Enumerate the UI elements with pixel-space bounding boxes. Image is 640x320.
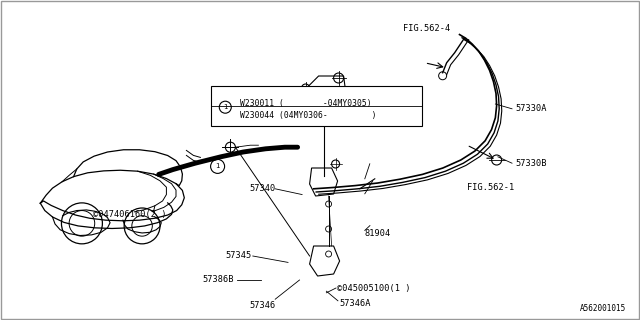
- Text: ©047406160(2 ): ©047406160(2 ): [93, 210, 166, 219]
- Text: W230011 (        -04MY0305): W230011 ( -04MY0305): [240, 99, 372, 108]
- Text: 81904: 81904: [365, 229, 391, 238]
- Text: 57330A: 57330A: [515, 104, 547, 113]
- Text: 57340: 57340: [250, 184, 276, 193]
- Text: 57346: 57346: [250, 301, 276, 310]
- Text: 1: 1: [223, 104, 228, 110]
- Text: FIG.562-4: FIG.562-4: [403, 24, 451, 33]
- Text: 57346A: 57346A: [339, 300, 371, 308]
- Text: W230044 (04MY0306-         ): W230044 (04MY0306- ): [240, 111, 376, 120]
- Text: 57330B: 57330B: [515, 159, 547, 168]
- Text: ©045005100(1 ): ©045005100(1 ): [337, 284, 411, 292]
- Text: FIG.562-1: FIG.562-1: [467, 183, 515, 192]
- Text: 1: 1: [215, 164, 220, 169]
- Bar: [211, 86, 422, 126]
- Text: 57386B: 57386B: [203, 276, 234, 284]
- Text: 57345: 57345: [225, 252, 252, 260]
- Text: A562001015: A562001015: [580, 304, 626, 313]
